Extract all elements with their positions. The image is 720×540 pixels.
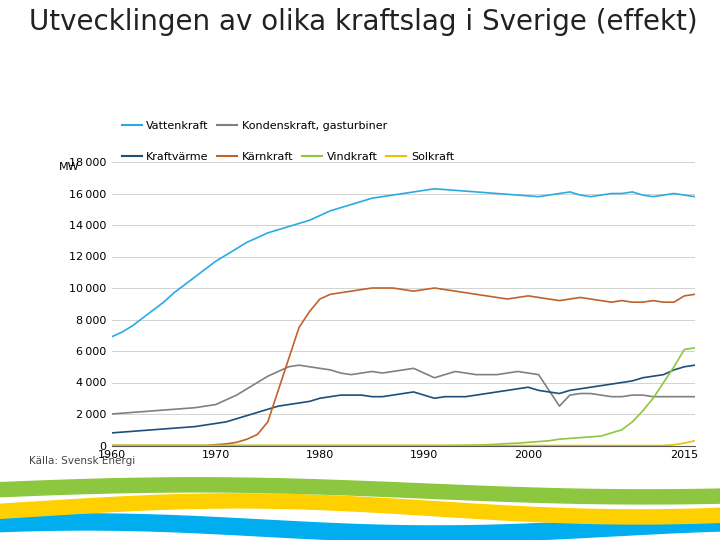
Legend: Kraftvärme, Kärnkraft, Vindkraft, Solkraft: Kraftvärme, Kärnkraft, Vindkraft, Solkra… (117, 148, 459, 167)
Text: MW: MW (59, 162, 80, 172)
Text: Utvecklingen av olika kraftslag i Sverige (effekt): Utvecklingen av olika kraftslag i Sverig… (29, 8, 698, 36)
Text: Källa: Svensk Energi: Källa: Svensk Energi (29, 456, 135, 467)
